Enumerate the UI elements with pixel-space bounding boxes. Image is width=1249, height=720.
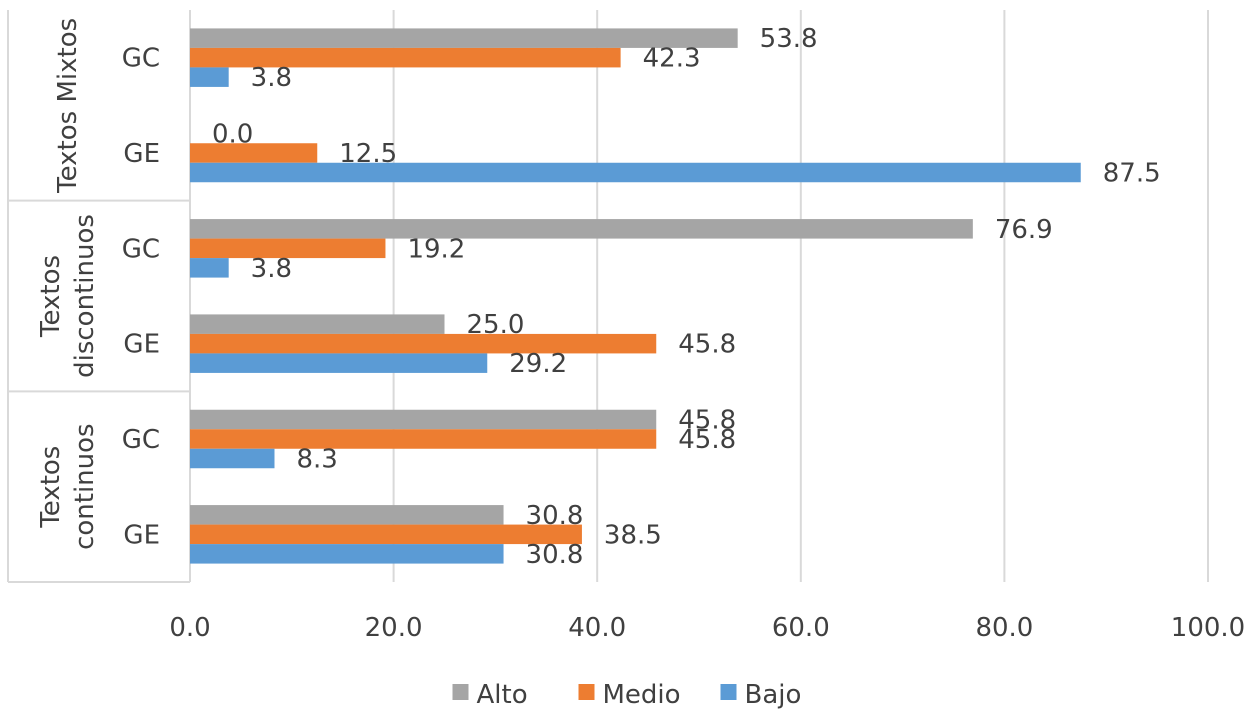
- legend-swatch-bajo: [720, 684, 737, 700]
- bar-bajo-5: [190, 448, 275, 469]
- data-label-alto-3: 76.9: [995, 215, 1053, 245]
- group-label-line: Textos: [36, 255, 66, 338]
- bar-medio-2: [190, 143, 318, 163]
- bar-medio-5: [190, 429, 657, 449]
- bar-bajo-4: [190, 353, 488, 373]
- group-label-line: Textos Mixtos: [53, 18, 83, 194]
- x-tick-label-20.0: 20.0: [365, 613, 423, 643]
- bar-alto-4: [190, 314, 445, 334]
- x-tick-label-40.0: 40.0: [568, 613, 626, 643]
- data-label-medio-1: 42.3: [643, 44, 701, 74]
- category-label-ge: GE: [123, 520, 160, 550]
- legend-swatch-alto: [452, 684, 469, 700]
- legend-swatch-medio: [578, 684, 595, 700]
- data-label-bajo-2: 87.5: [1103, 159, 1161, 189]
- group-label-line: Textos: [36, 446, 66, 529]
- x-tick-label-60.0: 60.0: [772, 613, 830, 643]
- data-label-medio-3: 19.2: [407, 234, 465, 264]
- data-label-alto-5: 45.8: [678, 406, 736, 436]
- group-label-1: Textos Mixtos: [53, 18, 83, 194]
- data-label-medio-4: 45.8: [678, 330, 736, 360]
- data-label-bajo-3: 3.8: [251, 254, 292, 284]
- category-label-gc: GC: [122, 425, 160, 455]
- legend-label-bajo: Bajo: [745, 680, 802, 710]
- bar-bajo-3: [190, 258, 229, 278]
- data-label-bajo-6: 30.8: [526, 540, 584, 570]
- bar-medio-6: [190, 524, 582, 545]
- x-tick-label-100.0: 100.0: [1171, 613, 1245, 643]
- group-label-line: discontinuos: [70, 214, 100, 378]
- bar-medio-3: [190, 238, 386, 259]
- bar-alto-6: [190, 505, 504, 525]
- bar-medio-1: [190, 47, 621, 68]
- bar-bajo-6: [190, 544, 504, 564]
- x-tick-label-80.0: 80.0: [975, 613, 1033, 643]
- x-tick-label-0.0: 0.0: [169, 613, 210, 643]
- data-label-bajo-4: 29.2: [509, 349, 567, 379]
- bar-alto-3: [190, 219, 973, 239]
- bar-bajo-1: [190, 67, 229, 87]
- group-label-line: continuos: [70, 423, 100, 550]
- category-label-ge: GE: [123, 139, 160, 169]
- bar-alto-1: [190, 28, 738, 48]
- bar-bajo-2: [190, 162, 1081, 183]
- legend-label-medio: Medio: [603, 680, 681, 710]
- category-label-gc: GC: [122, 234, 160, 264]
- data-label-bajo-1: 3.8: [251, 63, 292, 93]
- legend-label-alto: Alto: [477, 680, 528, 710]
- bar-alto-5: [190, 409, 657, 430]
- data-label-medio-5: 45.8: [678, 425, 736, 455]
- category-label-ge: GE: [123, 330, 160, 360]
- group-label-3: Textos continuos: [36, 423, 100, 550]
- bar-medio-4: [190, 333, 657, 354]
- data-label-alto-1: 53.8: [760, 24, 818, 54]
- data-label-medio-6: 38.5: [604, 520, 662, 550]
- category-label-gc: GC: [122, 44, 160, 74]
- data-label-bajo-5: 8.3: [296, 445, 337, 475]
- group-label-2: Textos discontinuos: [36, 214, 100, 378]
